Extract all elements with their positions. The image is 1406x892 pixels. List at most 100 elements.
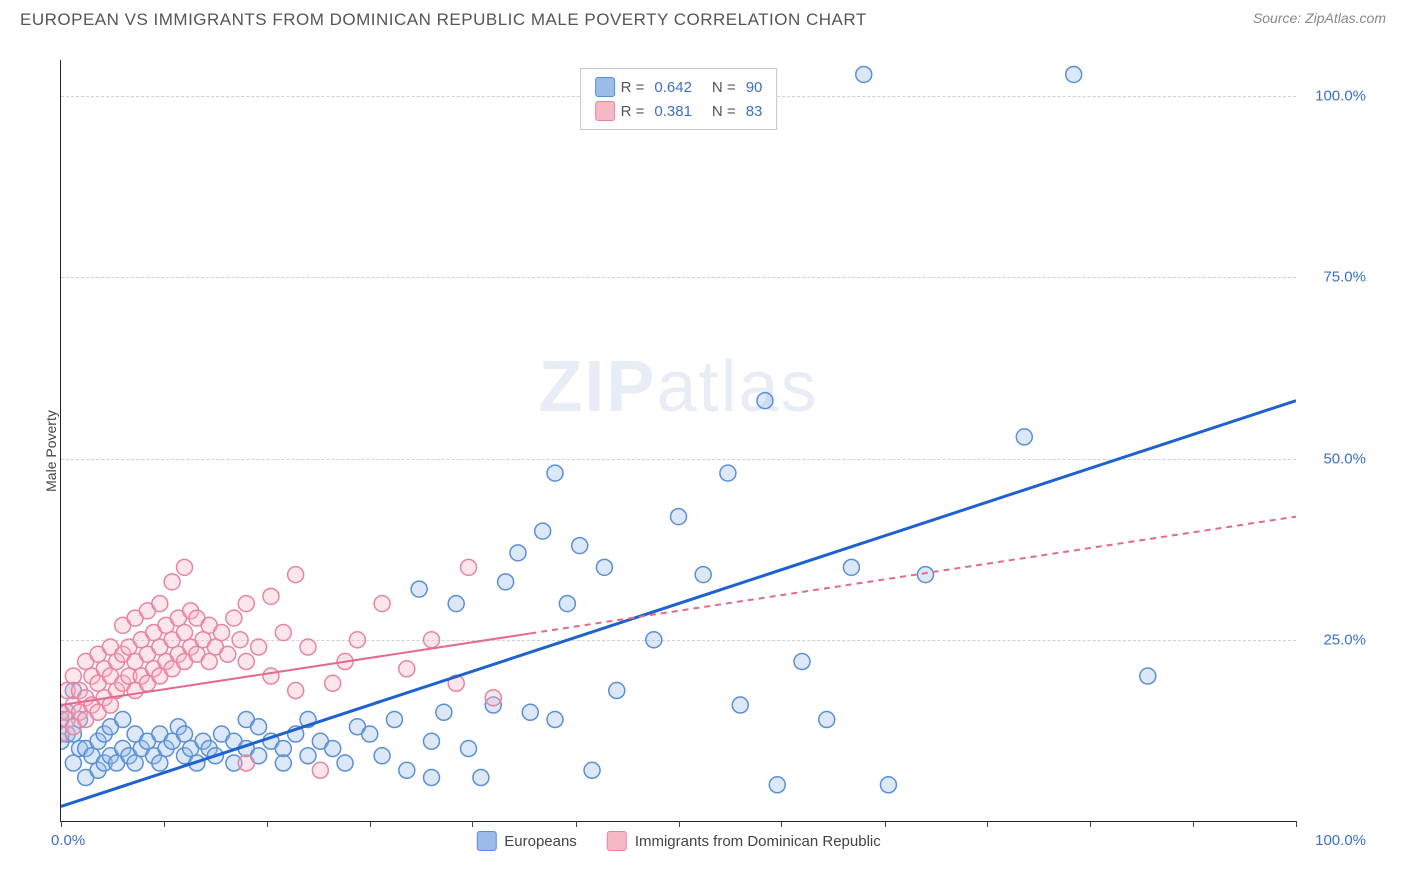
legend-n-value: 90 bbox=[746, 79, 763, 96]
legend-swatch bbox=[595, 101, 615, 121]
scatter-point bbox=[386, 712, 402, 728]
scatter-point bbox=[362, 726, 378, 742]
scatter-point bbox=[220, 646, 236, 662]
scatter-point bbox=[535, 523, 551, 539]
series-legend: Europeans Immigrants from Dominican Repub… bbox=[476, 831, 880, 851]
scatter-point bbox=[325, 675, 341, 691]
scatter-point bbox=[374, 748, 390, 764]
scatter-point bbox=[349, 632, 365, 648]
scatter-point bbox=[102, 697, 118, 713]
x-tick-mark bbox=[61, 821, 62, 827]
scatter-point bbox=[238, 755, 254, 771]
scatter-point bbox=[918, 567, 934, 583]
legend-item: Immigrants from Dominican Republic bbox=[607, 831, 881, 851]
scatter-point bbox=[461, 559, 477, 575]
y-tick-label: 25.0% bbox=[1323, 631, 1366, 648]
legend-r-value: 0.381 bbox=[654, 103, 692, 120]
legend-r-label: R = bbox=[621, 103, 645, 120]
scatter-point bbox=[473, 770, 489, 786]
scatter-point bbox=[794, 654, 810, 670]
scatter-point bbox=[201, 654, 217, 670]
x-tick-mark bbox=[679, 821, 680, 827]
scatter-point bbox=[498, 574, 514, 590]
scatter-point bbox=[232, 632, 248, 648]
scatter-point bbox=[559, 596, 575, 612]
scatter-point bbox=[164, 574, 180, 590]
scatter-point bbox=[461, 741, 477, 757]
scatter-point bbox=[152, 755, 168, 771]
scatter-point bbox=[843, 559, 859, 575]
x-tick-mark bbox=[164, 821, 165, 827]
scatter-point bbox=[288, 683, 304, 699]
scatter-point bbox=[547, 712, 563, 728]
scatter-point bbox=[510, 545, 526, 561]
x-tick-max: 100.0% bbox=[1315, 832, 1366, 849]
scatter-point bbox=[152, 596, 168, 612]
scatter-point bbox=[177, 559, 193, 575]
scatter-point bbox=[275, 741, 291, 757]
scatter-point bbox=[399, 762, 415, 778]
scatter-point bbox=[424, 733, 440, 749]
scatter-point bbox=[572, 538, 588, 554]
legend-n-value: 83 bbox=[746, 103, 763, 120]
scatter-point bbox=[275, 755, 291, 771]
scatter-point bbox=[177, 625, 193, 641]
scatter-point bbox=[1140, 668, 1156, 684]
legend-label: Immigrants from Dominican Republic bbox=[635, 833, 881, 850]
scatter-point bbox=[547, 465, 563, 481]
scatter-point bbox=[448, 596, 464, 612]
legend-row: R = 0.642 N = 90 bbox=[595, 75, 763, 99]
scatter-point bbox=[424, 632, 440, 648]
scatter-point bbox=[424, 770, 440, 786]
scatter-svg bbox=[61, 60, 1296, 821]
scatter-point bbox=[127, 755, 143, 771]
scatter-point bbox=[695, 567, 711, 583]
legend-r-label: R = bbox=[621, 79, 645, 96]
y-axis-label: Male Poverty bbox=[43, 410, 59, 492]
scatter-point bbox=[1016, 429, 1032, 445]
scatter-point bbox=[671, 509, 687, 525]
scatter-point bbox=[214, 625, 230, 641]
scatter-point bbox=[374, 596, 390, 612]
scatter-point bbox=[880, 777, 896, 793]
scatter-point bbox=[65, 668, 81, 684]
legend-row: R = 0.381 N = 83 bbox=[595, 99, 763, 123]
scatter-point bbox=[485, 690, 501, 706]
legend-label: Europeans bbox=[504, 833, 577, 850]
scatter-point bbox=[325, 741, 341, 757]
scatter-point bbox=[275, 625, 291, 641]
scatter-point bbox=[238, 596, 254, 612]
scatter-point bbox=[720, 465, 736, 481]
scatter-point bbox=[596, 559, 612, 575]
x-tick-mark bbox=[1090, 821, 1091, 827]
x-tick-mark bbox=[370, 821, 371, 827]
scatter-point bbox=[646, 632, 662, 648]
scatter-point bbox=[522, 704, 538, 720]
scatter-point bbox=[300, 748, 316, 764]
scatter-point bbox=[263, 588, 279, 604]
legend-swatch bbox=[607, 831, 627, 851]
legend-item: Europeans bbox=[476, 831, 577, 851]
scatter-point bbox=[584, 762, 600, 778]
legend-r-value: 0.642 bbox=[654, 79, 692, 96]
x-tick-mark bbox=[781, 821, 782, 827]
x-tick-mark bbox=[576, 821, 577, 827]
x-tick-mark bbox=[1193, 821, 1194, 827]
chart-container: Male Poverty ZIPatlas 0.0% 100.0% R = 0.… bbox=[50, 50, 1386, 852]
y-tick-label: 50.0% bbox=[1323, 450, 1366, 467]
scatter-point bbox=[399, 661, 415, 677]
correlation-legend: R = 0.642 N = 90 R = 0.381 N = 83 bbox=[580, 68, 778, 130]
legend-swatch bbox=[595, 77, 615, 97]
scatter-point bbox=[238, 654, 254, 670]
scatter-point bbox=[65, 755, 81, 771]
x-tick-mark bbox=[987, 821, 988, 827]
x-tick-mark bbox=[267, 821, 268, 827]
legend-n-label: N = bbox=[712, 79, 736, 96]
legend-swatch bbox=[476, 831, 496, 851]
scatter-point bbox=[757, 393, 773, 409]
plot-area: ZIPatlas 0.0% 100.0% R = 0.642 N = 90 R … bbox=[60, 60, 1296, 822]
scatter-point bbox=[819, 712, 835, 728]
scatter-point bbox=[856, 66, 872, 82]
scatter-point bbox=[115, 712, 131, 728]
scatter-point bbox=[337, 755, 353, 771]
